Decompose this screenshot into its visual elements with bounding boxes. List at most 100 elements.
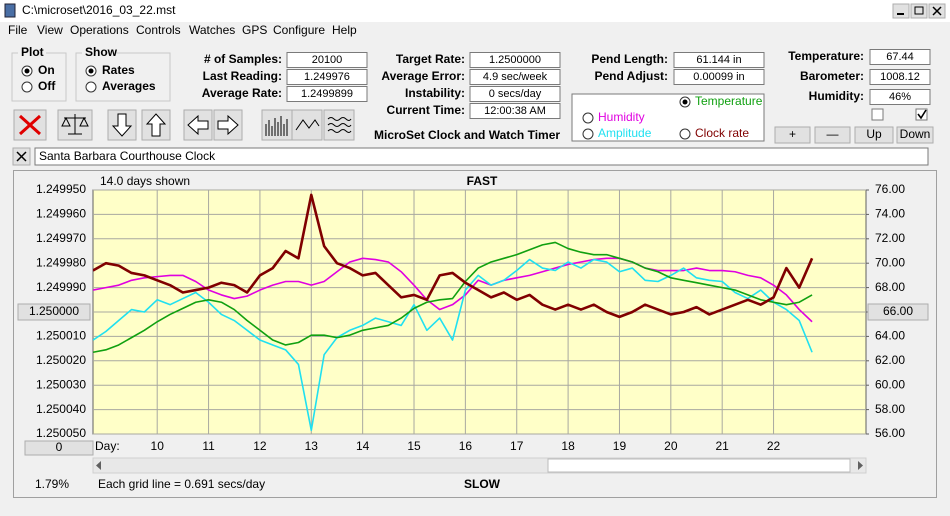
menu-item[interactable]: Help <box>332 23 357 37</box>
checkbox[interactable] <box>915 108 928 121</box>
button-label: — <box>827 127 839 141</box>
app-title: MicroSet Clock and Watch Timer <box>374 128 560 142</box>
menu-item[interactable]: Operations <box>70 23 129 37</box>
wave-view-icon <box>327 117 352 133</box>
menu-item[interactable]: Watches <box>189 23 235 37</box>
y2-tick-label: 56.00 <box>875 426 905 440</box>
x-tick-label: 22 <box>767 439 781 453</box>
readout-value: 1.2500000 <box>489 54 541 66</box>
title-bar <box>0 0 950 22</box>
y-tick-label: 1.249970 <box>36 231 86 245</box>
y-tick-label: 1.249960 <box>36 207 86 221</box>
plot-select-box <box>571 93 765 142</box>
readout-label: Pend Length: <box>591 52 668 66</box>
x-axis-label: Day: <box>95 439 120 453</box>
legend-label: Amplitude <box>598 126 652 140</box>
radio-dot <box>682 99 688 105</box>
minimize-button[interactable] <box>892 3 910 19</box>
checkmark <box>917 109 927 120</box>
window-title: C:\microset\2016_03_22.mst <box>22 3 176 17</box>
balance-icon <box>61 114 89 135</box>
readout-box <box>869 69 931 85</box>
button-label: Up <box>866 127 882 141</box>
y-axis-button[interactable] <box>17 303 91 321</box>
readout-box <box>286 52 368 68</box>
readout-value: 1008.12 <box>880 71 920 83</box>
readout-box <box>673 69 765 85</box>
button[interactable] <box>896 126 934 144</box>
chart-frame <box>13 170 937 498</box>
readout-label: Current Time: <box>387 103 465 117</box>
readout-value: 46% <box>889 91 911 103</box>
series-line <box>93 193 814 319</box>
menu-item[interactable]: Configure <box>273 23 325 37</box>
offset-button[interactable] <box>24 440 94 456</box>
y-tick-label: 1.249980 <box>36 255 86 269</box>
y2-tick-label: 66.00 <box>883 304 913 318</box>
radio[interactable] <box>85 81 97 93</box>
scroll-left-arrow[interactable] <box>96 461 101 470</box>
y-tick-label: 1.250040 <box>36 402 86 416</box>
button[interactable] <box>774 126 811 144</box>
x-tick-label: 16 <box>459 439 473 453</box>
y2-tick-label: 76.00 <box>875 182 905 196</box>
wave-view-button[interactable] <box>323 109 355 141</box>
radio-label: Averages <box>102 79 156 93</box>
clear-icon <box>18 114 42 136</box>
readout-label: Average Rate: <box>202 86 282 100</box>
close-icon <box>932 6 942 16</box>
y2-tick-label: 74.00 <box>875 207 905 221</box>
readout-label: # of Samples: <box>204 52 282 66</box>
radio-label: Rates <box>102 63 135 77</box>
x-tick-label: 18 <box>561 439 575 453</box>
readout-box <box>673 52 765 68</box>
clear-name-icon <box>16 151 27 162</box>
series-line <box>93 257 813 323</box>
checkbox[interactable] <box>871 108 884 121</box>
fast-label: FAST <box>467 174 498 188</box>
legend-label: Temperature <box>695 94 763 108</box>
menu-item[interactable]: Controls <box>136 23 181 37</box>
y-tick-label: 1.250000 <box>29 304 79 318</box>
button[interactable] <box>814 126 851 144</box>
readout-box <box>469 52 561 68</box>
up-icon <box>145 113 167 137</box>
readout-value: 20100 <box>312 54 343 66</box>
radio-dot <box>88 68 94 74</box>
menu-item[interactable]: View <box>37 23 63 37</box>
scroll-thumb[interactable] <box>547 458 851 473</box>
radio[interactable] <box>21 81 33 93</box>
readout-label: Target Rate: <box>396 52 465 66</box>
button-label: + <box>789 127 796 141</box>
series-line <box>93 258 813 432</box>
radio[interactable] <box>679 128 691 140</box>
readout-value: 61.144 in <box>696 54 741 66</box>
grid-note: Each grid line = 0.691 secs/day <box>98 477 265 491</box>
menu-item[interactable]: File <box>8 23 28 37</box>
y2-tick-label: 72.00 <box>875 231 905 245</box>
window-controls[interactable] <box>892 3 946 19</box>
readout-value: 4.9 sec/week <box>483 71 548 83</box>
x-tick-label: 12 <box>253 439 267 453</box>
readout-value: 0 secs/day <box>489 88 542 100</box>
maximize-button[interactable] <box>910 3 928 19</box>
scroll-right-arrow[interactable] <box>858 461 863 470</box>
menu-item[interactable]: GPS <box>242 23 267 37</box>
down-icon <box>111 113 133 137</box>
button[interactable] <box>854 126 894 144</box>
y2-axis-button[interactable] <box>867 303 929 321</box>
y2-tick-label: 70.00 <box>875 255 905 269</box>
radio[interactable] <box>582 112 594 124</box>
x-tick-label: 10 <box>151 439 165 453</box>
status: 1.79% <box>35 477 69 491</box>
clock-name-field[interactable] <box>34 147 929 166</box>
readout-value: 0.00099 in <box>693 71 744 83</box>
toolbar <box>13 109 355 141</box>
y2-tick-label: 62.00 <box>875 353 905 367</box>
radio[interactable] <box>582 128 594 140</box>
plot-group-title: Plot <box>21 45 44 59</box>
readout-value: 1.2499899 <box>301 88 353 100</box>
readout-label: Pend Adjust: <box>594 69 668 83</box>
readout-box <box>469 103 561 119</box>
